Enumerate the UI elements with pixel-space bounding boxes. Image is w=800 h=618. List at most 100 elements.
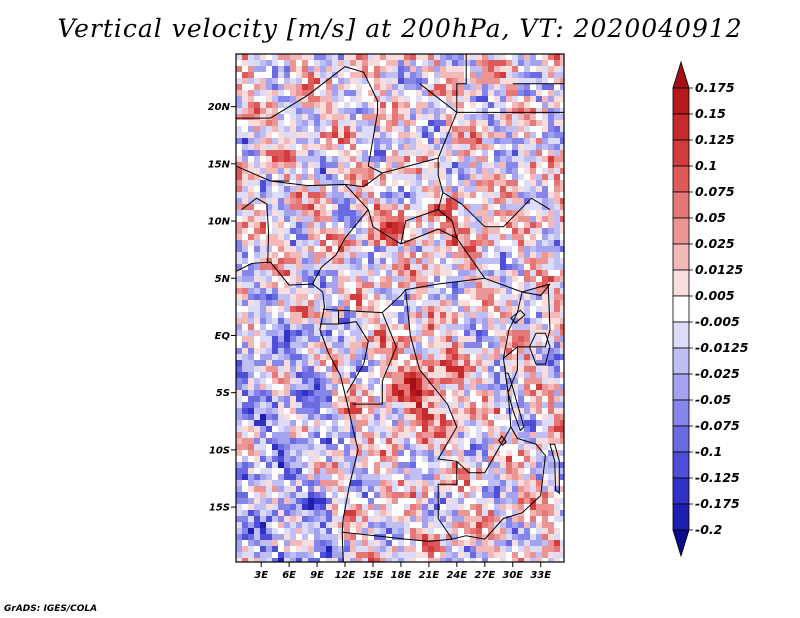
field-cell <box>506 420 513 427</box>
field-cell <box>488 336 495 343</box>
field-cell <box>338 468 345 475</box>
field-cell <box>260 96 267 103</box>
field-cell <box>506 378 513 385</box>
field-cell <box>398 348 405 355</box>
field-cell <box>254 348 261 355</box>
field-cell <box>284 336 291 343</box>
field-cell <box>362 96 369 103</box>
field-cell <box>476 330 483 337</box>
field-cell <box>266 462 273 469</box>
field-cell <box>458 474 465 481</box>
field-cell <box>362 228 369 235</box>
field-cell <box>362 180 369 187</box>
field-cell <box>464 498 471 505</box>
field-cell <box>422 330 429 337</box>
field-cell <box>422 546 429 553</box>
field-cell <box>464 486 471 493</box>
field-cell <box>398 480 405 487</box>
field-cell <box>272 120 279 127</box>
field-cell <box>470 72 477 79</box>
field-cell <box>446 312 453 319</box>
field-cell <box>290 138 297 145</box>
field-cell <box>506 552 513 559</box>
field-cell <box>338 156 345 163</box>
field-cell <box>548 102 555 109</box>
field-cell <box>266 126 273 133</box>
field-cell <box>542 444 549 451</box>
field-cell <box>458 396 465 403</box>
field-cell <box>494 390 501 397</box>
field-cell <box>236 120 243 127</box>
field-cell <box>500 66 507 73</box>
field-cell <box>278 234 285 241</box>
field-cell <box>482 432 489 439</box>
field-cell <box>320 162 327 169</box>
field-cell <box>236 390 243 397</box>
field-cell <box>428 144 435 151</box>
field-cell <box>506 246 513 253</box>
field-cell <box>344 108 351 115</box>
field-cell <box>500 552 507 559</box>
colorbar-swatch <box>672 477 690 505</box>
field-cell <box>440 90 447 97</box>
field-cell <box>272 420 279 427</box>
field-cell <box>494 96 501 103</box>
field-cell <box>428 300 435 307</box>
field-cell <box>560 228 564 235</box>
field-cell <box>554 414 561 421</box>
border-line <box>344 184 551 293</box>
field-cell <box>434 180 441 187</box>
field-cell <box>386 222 393 229</box>
x-tick-label: 9E <box>310 570 324 581</box>
field-cell <box>458 264 465 271</box>
field-cell <box>290 276 297 283</box>
field-cell <box>476 348 483 355</box>
field-cell <box>278 174 285 181</box>
field-cell <box>374 234 381 241</box>
field-cell <box>350 216 357 223</box>
field-cell <box>290 120 297 127</box>
field-cell <box>254 552 261 559</box>
field-cell <box>500 168 507 175</box>
field-cell <box>512 426 519 433</box>
field-cell <box>464 534 471 541</box>
field-cell <box>326 60 333 67</box>
field-cell <box>236 360 243 367</box>
field-cell <box>272 222 279 229</box>
field-cell <box>308 132 315 139</box>
field-cell <box>524 504 531 511</box>
velocity-field <box>236 54 564 562</box>
field-cell <box>380 210 387 217</box>
field-cell <box>470 270 477 277</box>
field-cell <box>272 408 279 415</box>
field-cell <box>314 408 321 415</box>
field-cell <box>398 174 405 181</box>
field-cell <box>518 306 525 313</box>
field-cell <box>416 156 423 163</box>
field-cell <box>512 510 519 517</box>
field-cell <box>368 132 375 139</box>
field-cell <box>284 66 291 73</box>
field-cell <box>476 486 483 493</box>
field-cell <box>416 192 423 199</box>
field-cell <box>386 438 393 445</box>
field-cell <box>524 60 531 67</box>
field-cell <box>236 192 243 199</box>
field-cell <box>290 390 297 397</box>
field-cell <box>380 408 387 415</box>
field-cell <box>386 390 393 397</box>
field-cell <box>500 378 507 385</box>
field-cell <box>242 168 249 175</box>
field-cell <box>338 108 345 115</box>
field-cell <box>374 474 381 481</box>
field-cell <box>494 54 501 61</box>
colorbar-swatch <box>672 87 690 115</box>
field-cell <box>506 414 513 421</box>
field-cell <box>320 378 327 385</box>
field-cell <box>446 102 453 109</box>
field-cell <box>536 480 543 487</box>
field-cell <box>404 162 411 169</box>
field-cell <box>536 336 543 343</box>
field-cell <box>422 516 429 523</box>
field-cell <box>536 324 543 331</box>
